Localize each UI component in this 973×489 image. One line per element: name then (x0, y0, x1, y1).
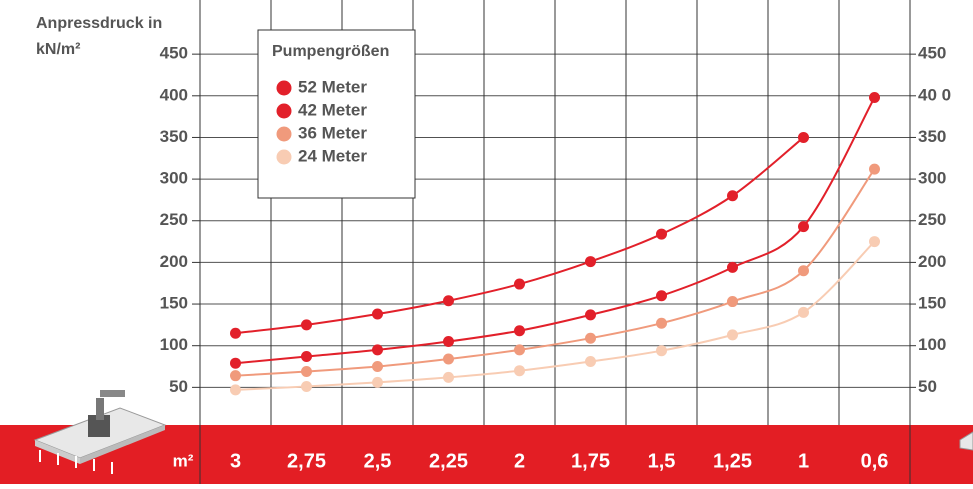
data-point (656, 290, 667, 301)
data-point (372, 377, 383, 388)
y2-tick-label: 200 (918, 252, 946, 271)
legend-label: 24 Meter (298, 146, 367, 165)
y-tick-label: 150 (160, 294, 188, 313)
data-point (585, 309, 596, 320)
data-point (869, 92, 880, 103)
data-point (585, 256, 596, 267)
y-tick-label: 50 (169, 377, 188, 396)
x-tick-label: 1,5 (648, 450, 676, 472)
data-point (798, 265, 809, 276)
data-point (301, 366, 312, 377)
data-point (798, 221, 809, 232)
data-point (443, 336, 454, 347)
data-point (585, 356, 596, 367)
data-point (443, 372, 454, 383)
y-tick-label: 200 (160, 252, 188, 271)
x-tick-label: 1,75 (571, 450, 610, 472)
data-point (514, 365, 525, 376)
data-point (727, 262, 738, 273)
x-tick-label: 1 (798, 450, 809, 472)
data-point (656, 345, 667, 356)
data-point (443, 295, 454, 306)
data-point (727, 296, 738, 307)
y2-tick-label: 450 (918, 44, 946, 63)
data-point (869, 236, 880, 247)
chart: 5010015020025030035040045045040 03503002… (0, 0, 973, 484)
data-point (372, 361, 383, 372)
x-tick-label: 3 (230, 450, 241, 472)
y2-tick-label: 40 0 (918, 85, 951, 104)
data-point (798, 132, 809, 143)
legend: Pumpengrößen 52 Meter 42 Meter 36 Meter 24 M… (258, 30, 415, 198)
x-tick-label: 2,75 (287, 450, 326, 472)
data-point (372, 309, 383, 320)
y-tick-label: 100 (160, 335, 188, 354)
data-point (656, 229, 667, 240)
data-point (514, 344, 525, 355)
data-point (301, 351, 312, 362)
y2-tick-label: 300 (918, 169, 946, 188)
data-point (656, 318, 667, 329)
x-tick-label: 2 (514, 450, 525, 472)
data-point (727, 329, 738, 340)
y-tick-label: 450 (160, 44, 188, 63)
data-point (230, 384, 241, 395)
legend-marker (277, 150, 292, 165)
y2-tick-label: 100 (918, 335, 946, 354)
y2-tick-label: 250 (918, 210, 946, 229)
legend-marker (277, 104, 292, 119)
y-axis-label: Anpressdruck in (36, 15, 162, 32)
x-tick-label: 1,25 (713, 450, 752, 472)
y-tick-label: 250 (160, 210, 188, 229)
y2-tick-label: 350 (918, 127, 946, 146)
legend-label: 36 Meter (298, 123, 367, 142)
data-point (230, 370, 241, 381)
x-tick-label: 0,6 (861, 450, 889, 472)
data-point (230, 358, 241, 369)
x-tick-label: 2,25 (429, 450, 468, 472)
data-point (514, 279, 525, 290)
data-point (301, 381, 312, 392)
y-tick-label: 300 (160, 169, 188, 188)
legend-label: 42 Meter (298, 100, 367, 119)
data-point (798, 307, 809, 318)
data-point (727, 190, 738, 201)
x-tick-label: 2,5 (364, 450, 392, 472)
data-point (301, 319, 312, 330)
data-point (585, 333, 596, 344)
legend-label: 52 Meter (298, 77, 367, 96)
y-tick-label: 350 (160, 127, 188, 146)
data-point (230, 328, 241, 339)
data-point (514, 325, 525, 336)
data-point (372, 344, 383, 355)
data-point (443, 354, 454, 365)
y-axis-label: kN/m² (36, 41, 80, 58)
y2-tick-label: 150 (918, 294, 946, 313)
legend-title: Pumpengrößen (272, 43, 389, 60)
data-point (869, 164, 880, 175)
legend-marker (277, 81, 292, 96)
y-tick-label: 400 (160, 85, 188, 104)
legend-marker (277, 127, 292, 142)
x-axis-label: m² (173, 451, 194, 470)
y2-tick-label: 50 (918, 377, 937, 396)
